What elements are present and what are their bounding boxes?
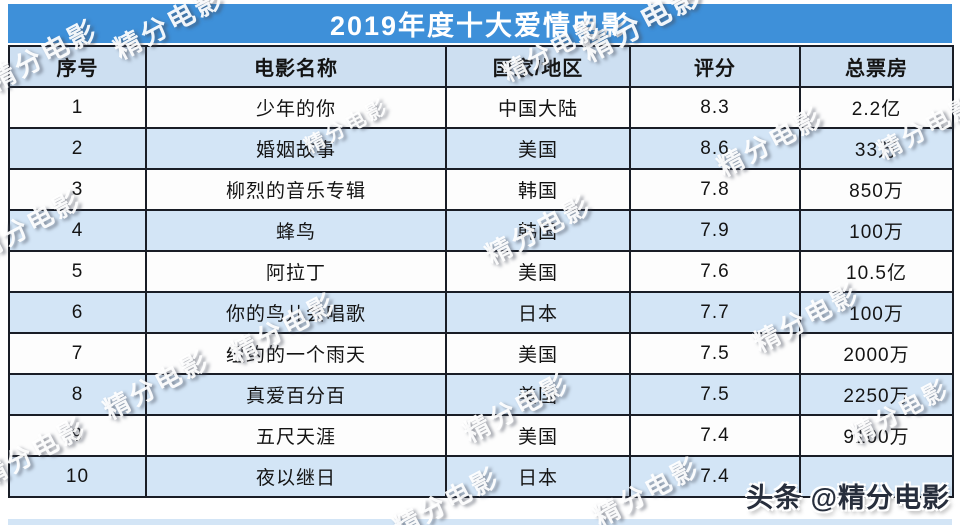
cell-rank: 9 xyxy=(8,414,147,457)
cell-boxoffice: 850万 xyxy=(799,168,954,211)
cell-rating: 7.9 xyxy=(629,209,801,252)
table-row: 10 夜以继日 日本 7.4 xyxy=(8,455,954,498)
cell-name: 真爱百分百 xyxy=(145,373,447,416)
header-row: 序号 电影名称 国家/地区 评分 总票房 xyxy=(8,45,954,88)
cell-boxoffice: 2250万 xyxy=(799,373,954,416)
cell-rating: 7.7 xyxy=(629,291,801,334)
cell-name: 婚姻故事 xyxy=(145,127,447,170)
cell-boxoffice: 10.5亿 xyxy=(799,250,954,293)
table-row: 9 五尺天涯 美国 7.4 9100万 xyxy=(8,414,954,457)
movies-table: 序号 电影名称 国家/地区 评分 总票房 1 少年的你 中国大陆 8.3 2.2… xyxy=(8,45,954,498)
cell-name: 夜以继日 xyxy=(145,455,447,498)
cell-region: 日本 xyxy=(445,291,631,334)
cell-region: 中国大陆 xyxy=(445,86,631,129)
cell-region: 美国 xyxy=(445,332,631,375)
cell-rating: 7.4 xyxy=(629,455,801,498)
cell-rating: 7.4 xyxy=(629,414,801,457)
cell-boxoffice: 100万 xyxy=(799,209,954,252)
cell-rating: 7.5 xyxy=(629,332,801,375)
cell-region: 韩国 xyxy=(445,209,631,252)
cell-boxoffice: 9100万 xyxy=(799,414,954,457)
cell-region: 韩国 xyxy=(445,168,631,211)
col-header-region: 国家/地区 xyxy=(445,45,631,88)
col-header-name: 电影名称 xyxy=(145,45,447,88)
cell-region: 美国 xyxy=(445,250,631,293)
brand-watermark: 头条 @精分电影 xyxy=(746,483,950,513)
cell-rank: 2 xyxy=(8,127,147,170)
col-header-boxoffice: 总票房 xyxy=(799,45,954,88)
cell-rank: 7 xyxy=(8,332,147,375)
cell-rating: 7.8 xyxy=(629,168,801,211)
col-header-rating: 评分 xyxy=(629,45,801,88)
cell-rank: 3 xyxy=(8,168,147,211)
cell-name: 纽约的一个雨天 xyxy=(145,332,447,375)
cell-boxoffice: 2.2亿 xyxy=(799,86,954,129)
cell-boxoffice xyxy=(799,455,954,498)
cell-rank: 5 xyxy=(8,250,147,293)
cell-name: 阿拉丁 xyxy=(145,250,447,293)
cell-name: 蜂鸟 xyxy=(145,209,447,252)
cell-boxoffice: 2000万 xyxy=(799,332,954,375)
cell-name: 你的鸟儿会唱歌 xyxy=(145,291,447,334)
table-row: 6 你的鸟儿会唱歌 日本 7.7 100万 xyxy=(8,291,954,334)
cell-region: 美国 xyxy=(445,414,631,457)
cell-rating: 8.3 xyxy=(629,86,801,129)
table-row: 7 纽约的一个雨天 美国 7.5 2000万 xyxy=(8,332,954,375)
table-row: 1 少年的你 中国大陆 8.3 2.2亿 xyxy=(8,86,954,129)
col-header-rank: 序号 xyxy=(8,45,147,88)
cell-name: 少年的你 xyxy=(145,86,447,129)
table-row: 3 柳烈的音乐专辑 韩国 7.8 850万 xyxy=(8,168,954,211)
cell-rating: 7.5 xyxy=(629,373,801,416)
cell-rank: 4 xyxy=(8,209,147,252)
cell-rank: 8 xyxy=(8,373,147,416)
table-row: 4 蜂鸟 韩国 7.9 100万 xyxy=(8,209,954,252)
table-row: 8 真爱百分百 美国 7.5 2250万 xyxy=(8,373,954,416)
cropped-row-edge xyxy=(8,519,952,525)
cell-rating: 8.6 xyxy=(629,127,801,170)
cell-rank: 1 xyxy=(8,86,147,129)
cell-name: 五尺天涯 xyxy=(145,414,447,457)
cell-region: 美国 xyxy=(445,127,631,170)
cell-rank: 6 xyxy=(8,291,147,334)
cell-region: 美国 xyxy=(445,373,631,416)
cell-boxoffice: 33万 xyxy=(799,127,954,170)
table-row: 5 阿拉丁 美国 7.6 10.5亿 xyxy=(8,250,954,293)
cell-rating: 7.6 xyxy=(629,250,801,293)
cell-name: 柳烈的音乐专辑 xyxy=(145,168,447,211)
cell-region: 日本 xyxy=(445,455,631,498)
cell-boxoffice: 100万 xyxy=(799,291,954,334)
table-row: 2 婚姻故事 美国 8.6 33万 xyxy=(8,127,954,170)
cell-rank: 10 xyxy=(8,455,147,498)
page-title: 2019年度十大爱情电影 xyxy=(8,4,952,43)
